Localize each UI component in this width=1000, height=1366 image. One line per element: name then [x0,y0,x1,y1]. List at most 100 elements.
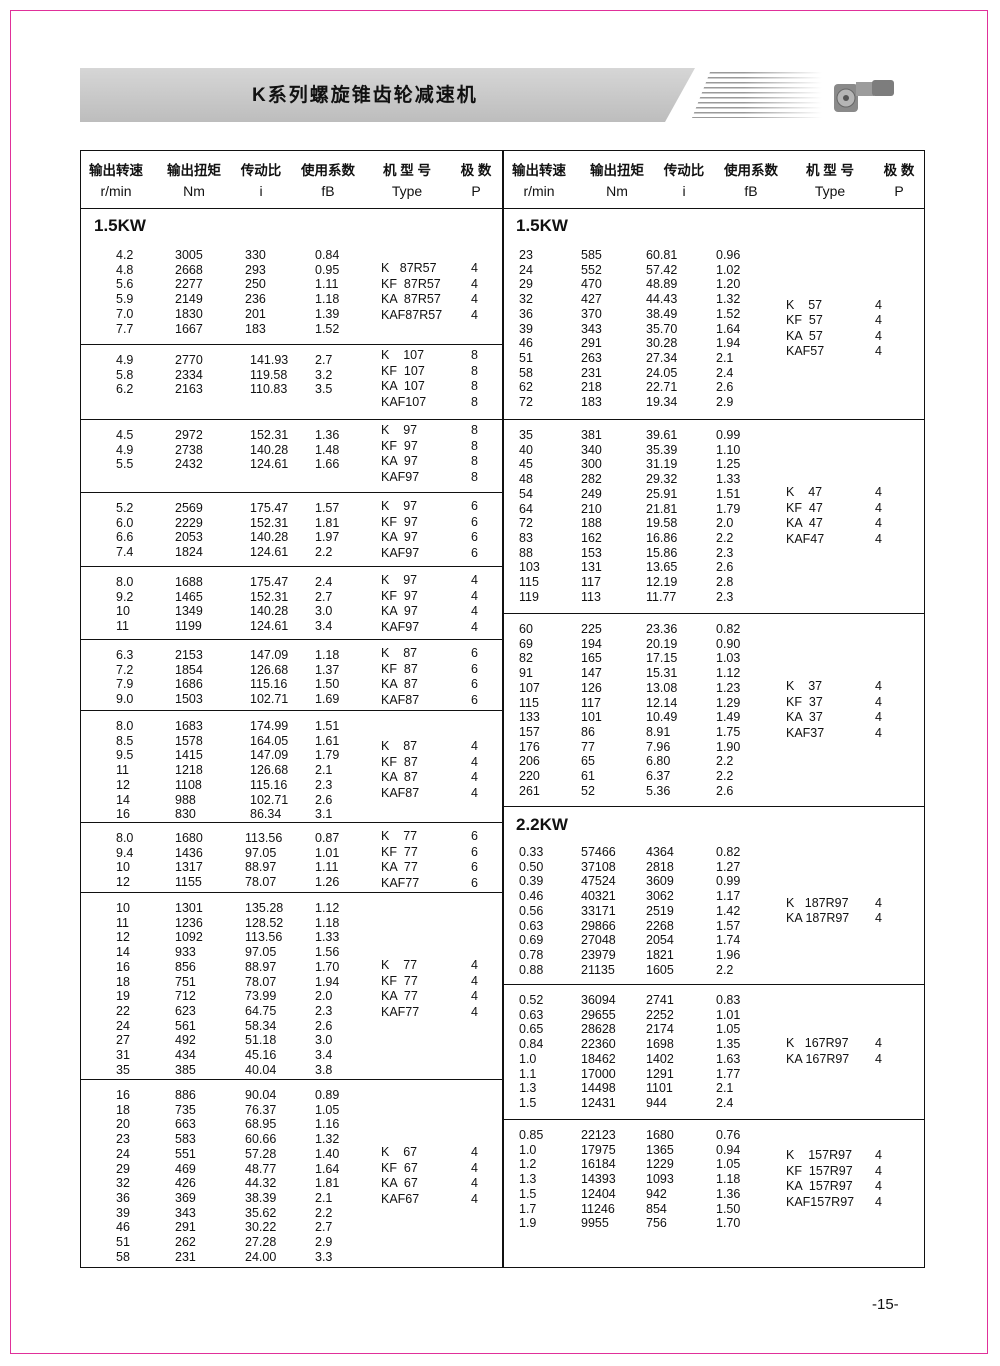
pole-value: 4 [471,619,478,634]
speed-value: 12 [116,777,130,792]
speed-value: 20 [116,1117,130,1132]
pole-value: 4 [875,911,882,926]
service-factor-value: 1.52 [315,321,340,336]
ratio-value: 164.05 [250,733,289,748]
spec-table: 输出转速 r/min 输出扭矩 Nm 传动比 i 使用系数 fB 机 型 号 Type 极 数 P 输出… [80,150,925,1268]
service-factor-value: 2.2 [716,754,734,769]
ratio-value: 60.81 [646,248,678,262]
service-factor-value: 1.18 [315,292,340,307]
service-factor-value: 2.9 [315,1235,333,1249]
pole-value: 6 [471,514,478,529]
type-value: K 167R97 [786,1036,849,1051]
service-factor-value: 1.63 [716,1051,741,1066]
service-factor-value: 1.01 [315,845,340,860]
power-heading: 2.2KW [516,815,568,834]
service-factor-value: 2.7 [315,1220,333,1235]
header-label-unit: i [682,183,686,199]
service-factor-value: 1.94 [315,974,340,989]
ratio-value: 141.93 [250,353,289,367]
torque-value: 1503 [175,692,203,707]
speed-value: 0.33 [519,845,544,859]
ratio-value: 2741 [646,993,674,1007]
pole-value: 4 [471,292,478,307]
ratio-value: 4364 [646,845,674,859]
torque-value: 1155 [175,875,202,890]
speed-value: 1.0 [519,1142,537,1157]
spec-group: 0.85 22123 1680 0.76 1.0 17975 1365 0.94 1.2 1618… [503,1120,925,1268]
service-factor-value: 1.10 [716,442,741,457]
ratio-value: 124.61 [250,457,289,472]
page-number: -15- [872,1296,899,1313]
pole-value: 4 [875,1036,882,1051]
torque-value: 551 [175,1146,196,1161]
service-factor-value: 1.12 [716,666,741,681]
torque-value: 381 [581,428,602,442]
ratio-value: 16.86 [646,530,678,545]
pole-value: 4 [875,1148,882,1163]
header-label-cn: 传动比 [663,163,705,178]
service-factor-value: 1.70 [716,1216,741,1231]
torque-value: 12431 [581,1095,616,1110]
type-value: KF 97 [381,438,418,453]
ratio-value: 126.68 [250,662,289,677]
ratio-value: 45.16 [245,1048,277,1062]
torque-value: 3005 [175,248,203,262]
torque-value: 1236 [175,915,203,930]
torque-value: 225 [581,622,602,636]
ratio-value: 1821 [646,947,674,962]
ratio-value: 60.66 [245,1132,277,1147]
table-header: 输出转速 r/min 输出扭矩 Nm 传动比 i 使用系数 fB 机 型 号 Type 极 数 P 输出… [81,151,924,209]
ratio-value: 30.22 [245,1220,277,1235]
pole-value: 4 [471,276,478,291]
torque-value: 1301 [175,901,203,915]
speed-value: 0.63 [519,918,544,933]
type-value: K 77 [381,958,418,973]
torque-value: 1415 [175,748,203,763]
ratio-value: 854 [646,1201,667,1216]
page-title: K系列螺旋锥齿轮减速机 [252,85,478,106]
type-value: K 87 [381,646,418,661]
ratio-value: 1093 [646,1172,674,1187]
torque-value: 162 [581,530,602,545]
service-factor-value: 3.4 [315,619,333,634]
ratio-value: 1365 [646,1142,674,1157]
pole-value: 4 [875,1051,882,1066]
speed-value: 72 [519,516,533,531]
speed-value: 0.78 [519,947,544,962]
service-factor-value: 2.6 [716,380,734,395]
pole-value: 6 [471,530,478,545]
service-factor-value: 1.81 [315,515,340,530]
pole-value: 4 [471,573,478,588]
service-factor-value: 1.39 [315,306,340,321]
torque-value: 2432 [175,457,203,472]
ratio-value: 1291 [646,1066,674,1081]
speed-value: 5.2 [116,501,134,515]
header-label-unit: i [259,183,263,199]
service-factor-value: 2.2 [315,1205,333,1220]
ratio-value: 2519 [646,903,674,918]
service-factor-value: 1.32 [315,1132,340,1147]
speed-value: 12 [116,875,130,890]
speed-value: 36 [519,306,533,321]
ratio-value: 86.34 [250,807,282,822]
type-value: K 97 [381,499,418,514]
torque-value: 12404 [581,1186,616,1201]
power-heading: 1.5KW [94,216,146,235]
torque-value: 22123 [581,1128,616,1142]
spec-group: 4.5 2972 152.31 1.36 4.9 2738 140.28 1.48 5.5 243… [81,420,502,493]
ratio-value: 6.37 [646,769,671,783]
pole-value: 6 [471,545,478,560]
ratio-value: 38.49 [646,306,678,321]
ratio-value: 2054 [646,933,674,948]
speed-value: 54 [519,486,533,501]
torque-value: 113 [581,589,601,604]
ratio-value: 76.37 [245,1102,277,1117]
speed-value: 0.52 [519,993,544,1007]
speed-value: 29 [519,277,533,292]
torque-value: 1092 [175,930,203,945]
type-value: KAF157R97 [786,1194,855,1209]
pole-value: 8 [471,423,478,437]
speed-value: 72 [519,395,533,409]
pole-value: 4 [875,344,882,359]
type-value: KAF87 [381,785,420,800]
